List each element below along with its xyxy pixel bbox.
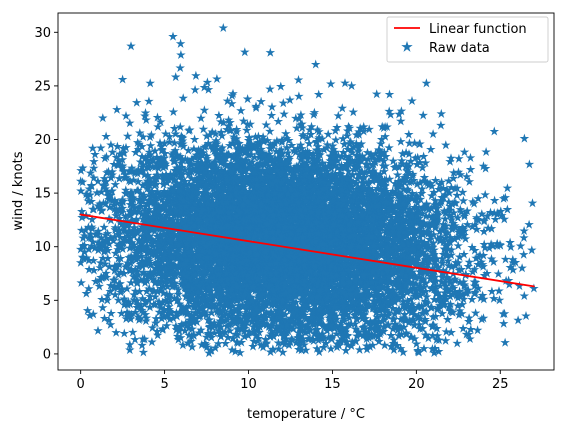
chart: 0 5 10 15 20 25 051015202530 temoperature / °…	[11, 12, 555, 422]
